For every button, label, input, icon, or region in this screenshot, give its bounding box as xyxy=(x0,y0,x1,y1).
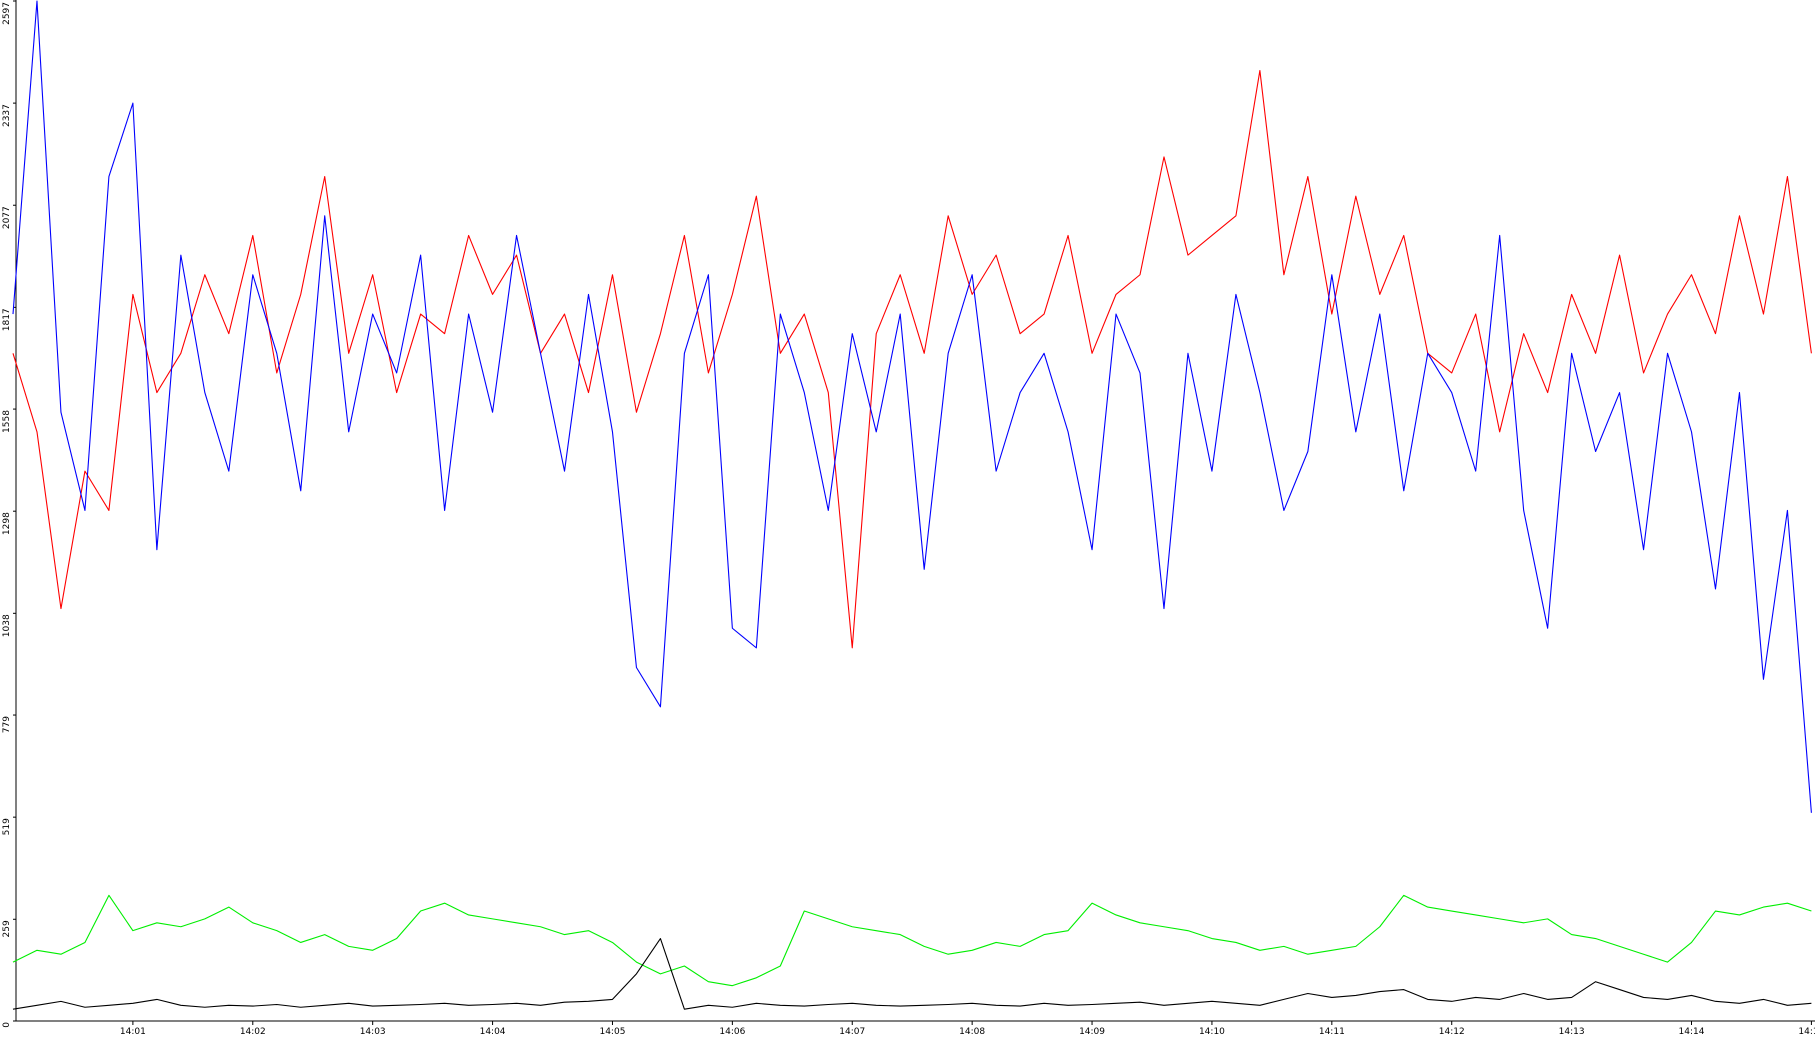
y-tick-label: 2597 xyxy=(2,2,12,25)
y-tick-label: 1298 xyxy=(2,512,12,535)
x-tick-label: 14:03 xyxy=(360,1027,386,1037)
y-tick-label: 259 xyxy=(2,920,12,937)
x-tick-label: 14:06 xyxy=(719,1027,745,1037)
x-tick-label: 14:12 xyxy=(1439,1027,1465,1037)
x-tick-label: 14:01 xyxy=(120,1027,146,1037)
y-tick-label: 779 xyxy=(2,716,12,733)
x-tick-label: 14:14 xyxy=(1679,1027,1705,1037)
x-tick-label: 14:05 xyxy=(599,1027,625,1037)
series-line xyxy=(12,937,1812,1010)
y-tick-label: 2077 xyxy=(2,206,12,229)
x-tick-label: 14:13 xyxy=(1559,1027,1585,1037)
x-tick-label: 14:08 xyxy=(959,1027,985,1037)
y-tick-label: 1558 xyxy=(2,410,12,433)
x-tick-label: 14:04 xyxy=(480,1027,506,1037)
x-tick-label: 14:10 xyxy=(1199,1027,1225,1037)
x-tick-label: 14:15 xyxy=(1798,1027,1815,1037)
y-tick-label: 1038 xyxy=(2,614,12,637)
x-tick-label: 14:02 xyxy=(240,1027,266,1037)
y-tick-label: 0 xyxy=(2,1022,12,1028)
series-line xyxy=(12,0,1812,813)
x-tick-label: 14:07 xyxy=(839,1027,865,1037)
series-line xyxy=(12,69,1812,649)
y-tick-label: 2337 xyxy=(2,104,12,127)
x-tick-label: 14:09 xyxy=(1079,1027,1105,1037)
series-line xyxy=(12,894,1812,987)
y-tick-label: 519 xyxy=(2,818,12,835)
y-tick-label: 1817 xyxy=(2,308,12,331)
x-tick-label: 14:11 xyxy=(1319,1027,1345,1037)
